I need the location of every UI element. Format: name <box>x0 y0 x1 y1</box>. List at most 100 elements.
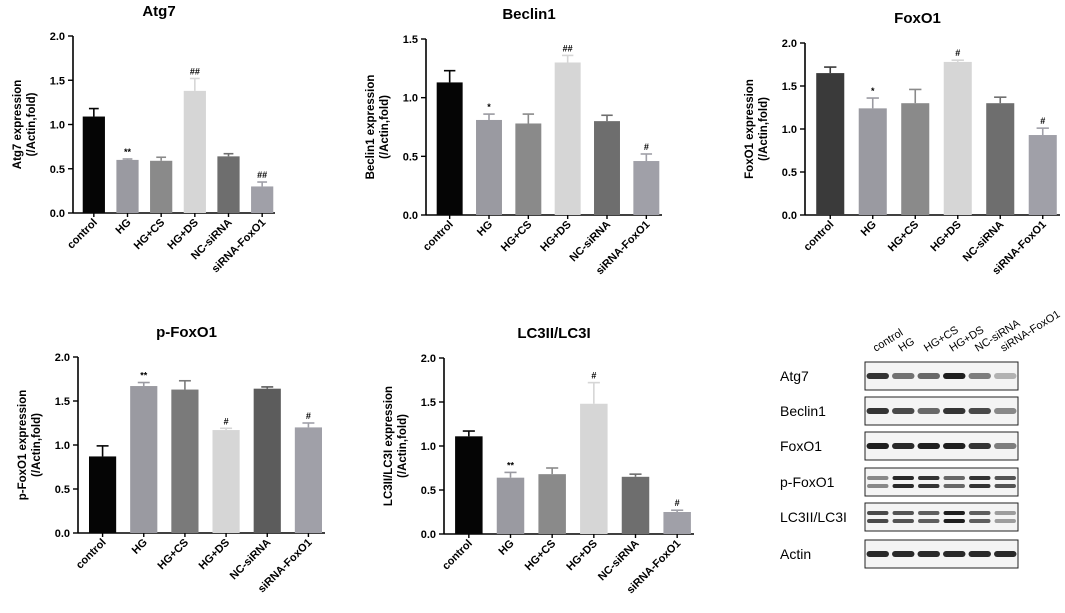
bar-hg-ds <box>183 90 206 213</box>
y-tick-label: 0.5 <box>421 485 436 497</box>
blot-band <box>917 408 940 414</box>
blot-row-label: Actin <box>780 546 811 562</box>
blot-row-label: FoxO1 <box>780 438 822 454</box>
x-tick-label: HG <box>113 217 133 237</box>
blot-band <box>892 511 914 515</box>
chart-lc3ii-lc3i: LC3II/LC3I LC3II/LC3I expression (/Actin,f… <box>383 325 694 596</box>
x-tick-label: control <box>802 219 837 254</box>
blot-row-label: Atg7 <box>780 368 809 384</box>
y-tick-label: 1.5 <box>403 34 418 46</box>
bar-hg <box>130 386 158 533</box>
y-tick-label: 1.5 <box>50 75 65 87</box>
significance-marker: ## <box>563 43 573 53</box>
y-tick-label: 1.0 <box>421 441 436 453</box>
blot-band <box>866 551 889 557</box>
blot-band <box>867 484 889 488</box>
significance-marker: ** <box>124 147 132 157</box>
blot-band <box>994 511 1016 515</box>
blot-band <box>866 443 889 449</box>
y-tick-label: 1.0 <box>403 93 418 105</box>
bar-hg-ds <box>580 403 608 534</box>
significance-marker: ## <box>190 66 200 76</box>
x-tick-label: HG+CS <box>132 217 168 253</box>
blot-band <box>918 476 940 480</box>
bar-hg <box>476 119 502 215</box>
bar-nc-sirna <box>986 103 1015 215</box>
bar-hg-cs <box>538 474 566 534</box>
blot-band <box>917 373 940 379</box>
bar-hg-cs <box>171 389 199 533</box>
blot-strip <box>864 396 1019 426</box>
y-tick-label: 1.5 <box>421 397 436 409</box>
bar-sirna-foxo1 <box>294 427 323 533</box>
chart-title: LC3II/LC3I <box>517 325 590 342</box>
blot-band <box>994 519 1016 523</box>
bar-control <box>436 82 463 215</box>
blot-band <box>892 476 914 480</box>
bar-nc-sirna <box>621 476 650 534</box>
blot-band <box>917 443 940 449</box>
blot-band <box>943 484 965 488</box>
blot-band <box>943 373 966 379</box>
y-axis-label: LC3II/LC3I expression <box>383 386 395 506</box>
y-axis-label-unit: (/Actin,fold) <box>26 92 38 156</box>
blot-band <box>943 476 965 480</box>
blot-band <box>892 551 915 557</box>
y-axis-label-unit: (/Actin,fold) <box>758 97 770 161</box>
blot-band <box>994 408 1017 414</box>
blot-band <box>968 443 991 449</box>
significance-marker: # <box>1040 116 1045 126</box>
bar-control <box>816 73 845 215</box>
x-tick-label: NC-siRNA <box>961 219 1007 265</box>
bar-hg-cs <box>515 123 542 215</box>
blot-band <box>968 551 991 557</box>
x-tick-label: HG+DS <box>564 538 600 574</box>
blot-band <box>918 484 940 488</box>
x-tick-label: HG+CS <box>499 219 535 255</box>
blot-row-label: LC3II/LC3I <box>780 509 847 525</box>
y-tick-label: 0.0 <box>55 528 70 540</box>
blot-row-label: Beclin1 <box>780 403 826 419</box>
x-tick-label: control <box>74 537 109 572</box>
bar-hg-ds <box>554 62 581 215</box>
blot-band <box>867 511 889 515</box>
bar-sirna-foxo1 <box>251 186 274 213</box>
chart-title: FoxO1 <box>894 10 941 27</box>
blot-band <box>918 519 940 523</box>
y-tick-label: 1.0 <box>782 124 797 136</box>
y-tick-label: 2.0 <box>50 31 65 43</box>
significance-marker: * <box>871 86 875 96</box>
bar-sirna-foxo1 <box>633 161 660 215</box>
y-tick-label: 0.0 <box>403 210 418 222</box>
x-tick-label: HG+CS <box>886 219 922 255</box>
y-tick-label: 2.0 <box>55 352 70 364</box>
y-axis-label-unit: (/Actin,fold) <box>31 413 43 477</box>
y-tick-label: 1.5 <box>782 81 797 93</box>
y-tick-label: 1.0 <box>50 120 65 132</box>
significance-marker: ** <box>507 460 515 470</box>
y-tick-label: 0.0 <box>421 529 436 541</box>
bar-control <box>455 436 483 534</box>
y-tick-label: 2.0 <box>421 353 436 365</box>
y-tick-label: 1.0 <box>55 440 70 452</box>
significance-marker: # <box>675 498 680 508</box>
blot-band <box>968 408 991 414</box>
bar-hg <box>116 159 139 213</box>
x-tick-label: HG <box>859 219 879 239</box>
bar-sirna-foxo1 <box>663 512 691 534</box>
blot-strip <box>864 467 1019 497</box>
x-tick-label: HG <box>475 219 495 239</box>
x-tick-label: control <box>421 219 456 254</box>
significance-marker: # <box>644 142 649 152</box>
blot-band <box>867 519 889 523</box>
blot-band <box>943 443 966 449</box>
y-tick-label: 0.5 <box>782 167 797 179</box>
bar-sirna-foxo1 <box>1028 135 1057 215</box>
blot-band <box>969 484 991 488</box>
blot-strip <box>864 431 1019 461</box>
significance-marker: ## <box>257 170 267 180</box>
bar-control <box>88 456 117 533</box>
chart-title: Beclin1 <box>502 6 555 23</box>
chart-p-foxo1: p-FoxO1 p-FoxO1 expression (/Actin,fold) 0.… <box>17 324 325 595</box>
